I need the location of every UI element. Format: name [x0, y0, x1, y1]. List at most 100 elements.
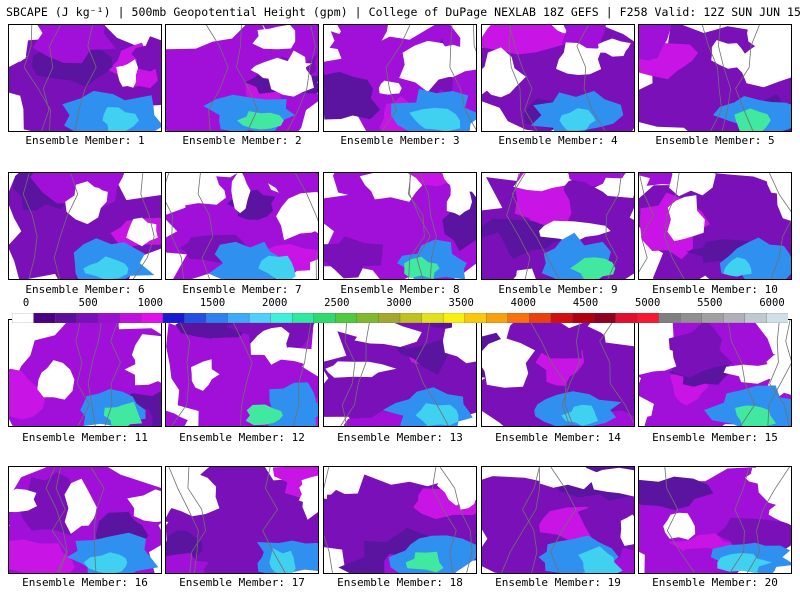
cape-contour-fill [126, 217, 158, 247]
border-line [522, 467, 540, 573]
colorbar-tick-label: 3500 [448, 297, 474, 309]
colorbar-swatch [680, 312, 703, 324]
border-line [187, 467, 207, 573]
ensemble-member-panel [323, 172, 477, 280]
cape-contour-fill [116, 59, 139, 88]
border-line [104, 320, 121, 426]
ensemble-member-label: Ensemble Member: 2 [182, 134, 302, 147]
border-line [508, 25, 538, 131]
cape-contour-fill [561, 404, 599, 426]
cape-contour-fill [252, 25, 296, 50]
colorbar-swatch [335, 312, 358, 324]
colorbar-swatch [205, 312, 229, 324]
ensemble-member-panel [165, 466, 319, 574]
border-line [23, 25, 51, 131]
border-line [414, 320, 449, 426]
border-line [508, 25, 525, 131]
border-line [718, 25, 732, 131]
cape-contour-fill [593, 38, 631, 57]
colorbar-tick-label: 6000 [759, 297, 785, 309]
cape-contour-fill [747, 25, 791, 56]
cape-contour-fill [237, 111, 284, 130]
cape-contour-fill [166, 471, 220, 517]
cape-contour-fill [667, 195, 705, 242]
cape-contour-fill [559, 108, 596, 131]
border-line [664, 467, 696, 573]
cape-contour-fill [378, 80, 402, 95]
border-line [87, 320, 103, 426]
colorbar-swatch [507, 312, 530, 324]
border-line [735, 25, 760, 131]
cape-contour-fill [513, 173, 570, 192]
ensemble-member-label: Ensemble Member: 5 [655, 134, 775, 147]
cape-contour-fill [9, 368, 46, 420]
colorbar-swatch [270, 312, 293, 324]
ensemble-member-panel [8, 172, 162, 280]
colorbar-swatch [744, 312, 768, 324]
border-line [381, 25, 411, 131]
cape-contour-fill [166, 552, 209, 573]
border-line [701, 25, 723, 131]
cape-contour-fill [324, 489, 354, 538]
cape-contour-fill [723, 257, 752, 277]
cape-contour-fill [298, 482, 318, 504]
colorbar-swatch [356, 312, 380, 324]
ensemble-member-panel [638, 319, 792, 427]
page-title: SBCAPE (J kg⁻¹) | 500mb Geopotential Hei… [6, 5, 800, 19]
border-line [236, 25, 258, 131]
border-line [132, 173, 155, 279]
colorbar-tick-label: 5000 [635, 297, 661, 309]
sbcape-map [482, 25, 634, 131]
border-line [576, 25, 606, 131]
sbcape-map [639, 25, 791, 131]
cape-contour-fill [427, 44, 476, 78]
colorbar-swatch [766, 312, 789, 324]
cape-contour-fill [329, 25, 388, 54]
colorbar-tick-label: 2500 [324, 297, 350, 309]
colorbar-swatch [572, 312, 595, 324]
colorbar-swatch [98, 312, 121, 324]
colorbar-swatch [248, 312, 272, 324]
cape-contour-fill [359, 173, 423, 202]
colorbar-swatch [464, 312, 487, 324]
cape-contour-fill [668, 320, 733, 378]
cape-contour-fill [276, 191, 318, 241]
sbcape-map [166, 320, 318, 426]
cape-contour-fill [65, 181, 108, 225]
border-line [767, 320, 791, 426]
border-line [511, 173, 560, 279]
colorbar-swatch [529, 312, 552, 324]
border-line [74, 25, 97, 131]
colorbar-swatch [658, 312, 681, 324]
sbcape-map [166, 25, 318, 131]
cape-contour-fill [102, 107, 139, 131]
ensemble-member-label: Ensemble Member: 10 [652, 283, 778, 296]
border-line [262, 467, 286, 573]
colorbar-swatch [421, 312, 444, 324]
ensemble-member-panel [8, 24, 162, 132]
border-line [168, 467, 199, 573]
border-line [409, 173, 431, 279]
colorbar-swatch [227, 312, 250, 324]
cape-contour-fill [64, 478, 98, 534]
cape-contour-fill [639, 340, 677, 375]
cape-contour-fill [83, 256, 129, 279]
cape-contour-fill [639, 25, 671, 61]
colorbar-tick-label: 1500 [199, 297, 226, 309]
cape-contour-fill [448, 467, 476, 501]
ensemble-member-label: Ensemble Member: 15 [652, 431, 778, 444]
cape-contour-fill [269, 548, 296, 573]
border-line [746, 467, 790, 573]
cape-contour-fill [409, 107, 461, 131]
cape-contour-fill [669, 173, 716, 197]
border-line [90, 467, 105, 573]
ensemble-member-label: Ensemble Member: 3 [340, 134, 460, 147]
cape-contour-fill [124, 353, 161, 386]
border-line [287, 25, 316, 131]
ensemble-member-label: Ensemble Member: 1 [25, 134, 145, 147]
ensemble-member-panel [323, 466, 477, 574]
cape-contour-fill [127, 489, 161, 523]
cape-contour-fill [556, 42, 602, 75]
cape-contour-fill [415, 403, 459, 426]
ensemble-member-panel [8, 319, 162, 427]
